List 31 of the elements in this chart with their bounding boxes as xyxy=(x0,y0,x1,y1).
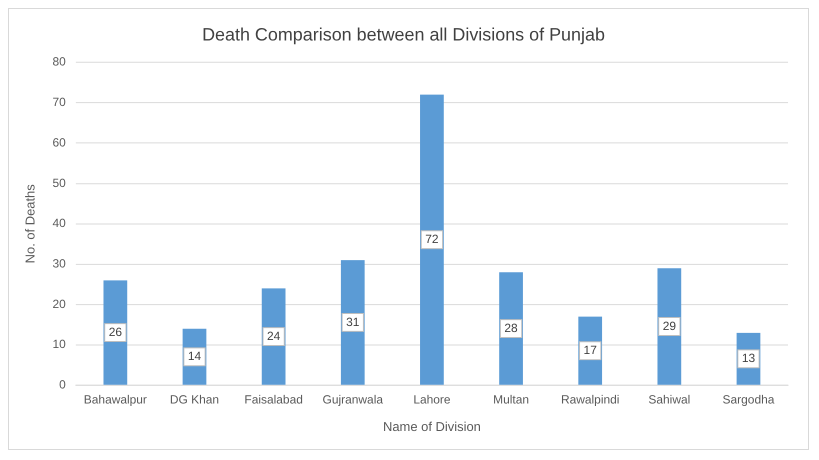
data-label: 26 xyxy=(108,324,122,339)
y-tick-label: 60 xyxy=(52,135,66,150)
bar xyxy=(420,94,444,385)
x-tick-label: Sargodha xyxy=(722,392,775,407)
data-label: 17 xyxy=(584,343,598,358)
y-tick-label: 50 xyxy=(52,176,66,190)
y-tick-label: 40 xyxy=(52,216,66,230)
chart-title: Death Comparison between all Divisions of Punjab xyxy=(202,24,605,45)
x-tick-label: Bahawalpur xyxy=(84,392,147,407)
y-tick-label: 0 xyxy=(59,378,66,392)
data-label: 31 xyxy=(346,314,360,329)
x-tick-label: DG Khan xyxy=(170,392,220,407)
x-tick-label: Multan xyxy=(493,392,529,407)
y-tick-label: 80 xyxy=(52,54,66,69)
data-label: 24 xyxy=(266,328,281,343)
y-tick-label: 10 xyxy=(52,337,66,352)
data-label: 14 xyxy=(188,349,202,364)
x-tick-label: Rawalpindi xyxy=(560,392,620,407)
y-tick-label: 30 xyxy=(52,256,66,270)
data-label: 29 xyxy=(662,318,676,333)
y-tick-label: 20 xyxy=(52,296,66,311)
data-label: 72 xyxy=(425,232,439,246)
data-label: 28 xyxy=(504,320,518,335)
x-tick-label: Gujranwala xyxy=(322,392,384,407)
y-tick-label: 70 xyxy=(52,95,66,110)
x-tick-label: Faisalabad xyxy=(244,392,303,407)
data-label: 13 xyxy=(742,351,756,366)
y-axis-title: No. of Deaths xyxy=(22,184,38,264)
x-axis-title: Name of Division xyxy=(382,418,481,434)
x-tick-label: Lahore xyxy=(413,392,451,407)
x-tick-label: Sahiwal xyxy=(648,392,690,407)
